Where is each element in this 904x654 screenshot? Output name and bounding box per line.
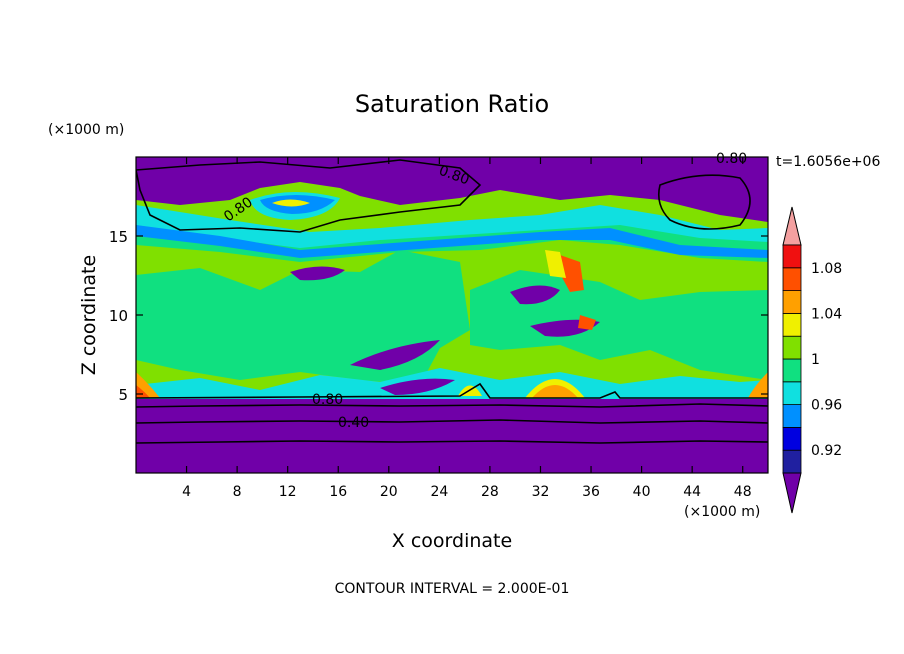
colorbar-label: 1 [811, 352, 820, 368]
near-surface-dome [532, 385, 578, 398]
x-tick-label: 36 [582, 484, 600, 500]
x-tick-label: 40 [633, 484, 651, 500]
x-tick-label: 16 [329, 484, 347, 500]
colorbar-label: 0.96 [811, 398, 842, 414]
x-axis: 4 8 12 16 20 24 28 32 36 40 44 48 [182, 157, 752, 500]
x-tick-label: 12 [279, 484, 297, 500]
dry-intrusion [380, 378, 455, 395]
dry-intrusion [290, 266, 345, 281]
y-tick-label: 5 [118, 386, 128, 404]
near-surface-dome [748, 372, 768, 398]
colorbar-swatch [782, 381, 802, 405]
x-tick-label: 20 [380, 484, 398, 500]
x-tick-label: 32 [532, 484, 550, 500]
contour-label: 0.80 [716, 151, 747, 167]
supersaturated-spot [545, 250, 566, 278]
colorbar-swatch [782, 244, 802, 269]
contour-line [136, 403, 768, 408]
colorbar-overflow-triangle [782, 206, 802, 246]
supersaturated-spot [558, 255, 584, 292]
x-tick-label: 44 [683, 484, 701, 500]
chart-title: Saturation Ratio [355, 90, 549, 118]
colorbar-label: 0.92 [811, 443, 842, 459]
y-axis-label: Z coordinate [78, 255, 100, 375]
y-unit-label: (×1000 m) [48, 122, 124, 138]
contour-lines [136, 159, 768, 444]
x-axis-label: X coordinate [392, 530, 512, 552]
y-tick-label: 10 [109, 307, 128, 325]
colorbar: 0.92 0.96 1 1.04 1.08 [782, 206, 842, 514]
contour-interval-footer: CONTOUR INTERVAL = 2.000E-01 [335, 581, 570, 597]
contour-line [657, 174, 751, 230]
contour-line [136, 159, 482, 233]
near-surface-dome [136, 385, 150, 398]
x-tick-label: 28 [481, 484, 499, 500]
x-tick-label: 4 [182, 484, 191, 500]
colorbar-swatch [782, 404, 802, 428]
y-axis: 5 10 15 [109, 228, 768, 404]
saturation-field [136, 157, 768, 473]
contour-line [136, 440, 768, 444]
dry-intrusion [350, 340, 440, 370]
upper-dry-layer [136, 157, 768, 222]
dry-intrusion [510, 285, 560, 305]
colorbar-swatch [782, 426, 802, 451]
cyan-band [136, 205, 768, 248]
supersaturated-spot [272, 199, 310, 207]
colorbar-label: 1.08 [811, 261, 842, 277]
contour-line [136, 382, 768, 399]
colorbar-swatch [782, 358, 802, 383]
supersaturated-spot [578, 315, 596, 330]
x-unit-label: (×1000 m) [684, 504, 760, 520]
y-tick-label: 15 [109, 228, 128, 246]
colorbar-underflow-triangle [782, 472, 802, 514]
colorbar-swatch [782, 335, 802, 360]
contour-line [136, 419, 768, 424]
x-tick-label: 24 [430, 484, 448, 500]
colorbar-label: 1.04 [811, 306, 842, 322]
colorbar-swatch [782, 267, 802, 291]
contour-label: 0.80 [312, 392, 343, 408]
x-tick-label: 48 [734, 484, 752, 500]
colorbar-swatch [782, 312, 802, 337]
lower-dry-layer [136, 399, 768, 473]
blue-band [136, 225, 768, 258]
x-tick-label: 8 [233, 484, 242, 500]
time-label: t=1.6056e+06 [776, 154, 880, 170]
contour-label: 0.40 [338, 415, 369, 431]
colorbar-swatch [782, 449, 802, 474]
colorbar-swatch [782, 290, 802, 314]
